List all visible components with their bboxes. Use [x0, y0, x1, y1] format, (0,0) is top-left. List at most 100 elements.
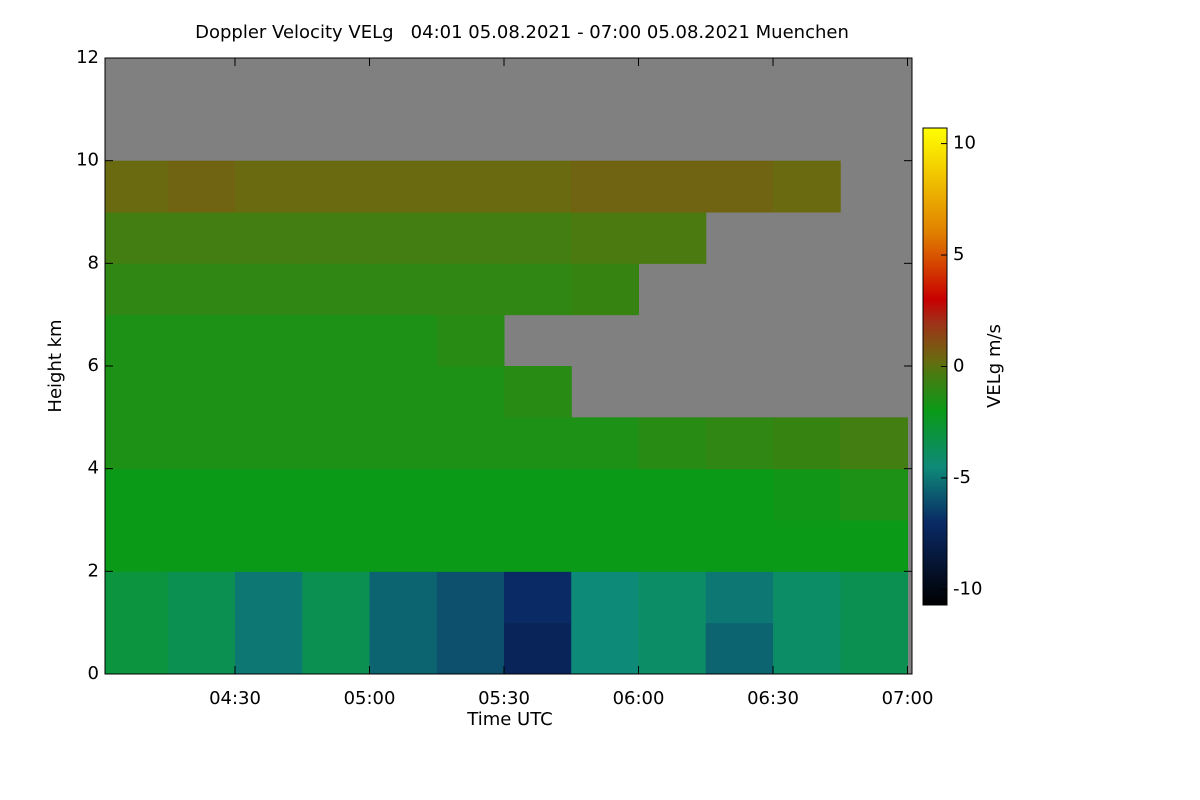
y-tick-label: 10	[76, 150, 99, 171]
heatmap-cell	[638, 622, 707, 674]
heatmap-cell	[369, 212, 438, 264]
heatmap-cell	[302, 212, 371, 264]
heatmap-cell	[840, 520, 909, 572]
y-tick-label: 8	[88, 252, 99, 273]
heatmap-cell	[302, 520, 371, 572]
heatmap-cell	[504, 417, 572, 470]
heatmap-cell	[167, 366, 236, 418]
y-tick-label: 12	[76, 47, 99, 68]
heatmap-cell	[302, 417, 371, 470]
heatmap-cell	[705, 417, 774, 470]
heatmap-cell	[105, 314, 169, 367]
heatmap	[105, 58, 912, 674]
heatmap-cell	[840, 417, 909, 470]
y-tick-label: 2	[88, 560, 99, 581]
heatmap-cell	[773, 622, 841, 674]
heatmap-cell	[436, 212, 505, 264]
heatmap-cell	[638, 520, 707, 572]
heatmap-cell	[705, 468, 774, 521]
heatmap-cell	[369, 160, 438, 213]
heatmap-cell	[504, 468, 572, 521]
x-tick-label: 05:30	[478, 688, 530, 709]
heatmap-cell	[504, 520, 572, 572]
heatmap-cell	[638, 571, 707, 624]
heatmap-cell	[302, 571, 371, 624]
heatmap-cell	[705, 520, 774, 572]
heatmap-cell	[235, 212, 303, 264]
heatmap-cell	[638, 160, 707, 213]
y-axis-label: Height km	[45, 319, 66, 412]
heatmap-cell	[235, 520, 303, 572]
heatmap-cell	[840, 622, 909, 674]
heatmap-cell	[840, 468, 909, 521]
heatmap-cell	[638, 468, 707, 521]
heatmap-cell	[167, 468, 236, 521]
heatmap-cell	[436, 263, 505, 316]
heatmap-cell	[369, 366, 438, 418]
heatmap-cell	[638, 417, 707, 470]
heatmap-cell	[235, 263, 303, 316]
heatmap-cell	[105, 160, 169, 213]
heatmap-cell	[436, 468, 505, 521]
heatmap-cell	[504, 212, 572, 264]
heatmap-cell	[773, 417, 841, 470]
heatmap-cell	[369, 417, 438, 470]
heatmap-cell	[504, 622, 572, 674]
heatmap-cell	[369, 263, 438, 316]
heatmap-cell	[369, 622, 438, 674]
heatmap-cell	[167, 314, 236, 367]
heatmap-cell	[105, 212, 169, 264]
heatmap-cell	[504, 263, 572, 316]
y-tick-label: 0	[88, 663, 99, 684]
heatmap-cell	[369, 571, 438, 624]
heatmap-cell	[436, 366, 505, 418]
heatmap-cell	[369, 520, 438, 572]
heatmap-cell	[302, 160, 371, 213]
heatmap-cell	[705, 571, 774, 624]
heatmap-cell	[571, 417, 640, 470]
heatmap-cell	[571, 520, 640, 572]
heatmap-cell	[302, 366, 371, 418]
heatmap-cell	[235, 314, 303, 367]
heatmap-cell	[235, 160, 303, 213]
colorbar-label: VELg m/s	[984, 324, 1005, 408]
y-tick-label: 4	[88, 458, 99, 479]
heatmap-cell	[167, 263, 236, 316]
heatmap-cell	[167, 417, 236, 470]
heatmap-cell	[638, 212, 707, 264]
heatmap-cell	[571, 212, 640, 264]
heatmap-cell	[167, 520, 236, 572]
heatmap-cell	[235, 417, 303, 470]
heatmap-cell	[571, 160, 640, 213]
heatmap-cell	[436, 314, 505, 367]
heatmap-cell	[302, 622, 371, 674]
heatmap-cell	[504, 571, 572, 624]
chart-title: Doppler Velocity VELg 04:01 05.08.2021 -…	[195, 22, 849, 43]
heatmap-cell	[235, 468, 303, 521]
x-tick-label: 06:30	[747, 688, 799, 709]
heatmap-cell	[504, 160, 572, 213]
heatmap-cell	[167, 212, 236, 264]
heatmap-cell	[302, 263, 371, 316]
heatmap-cell	[167, 571, 236, 624]
heatmap-cell	[436, 571, 505, 624]
heatmap-cell	[436, 520, 505, 572]
heatmap-cell	[105, 366, 169, 418]
x-tick-label: 04:30	[209, 688, 261, 709]
heatmap-cell	[302, 468, 371, 521]
heatmap-cell	[235, 622, 303, 674]
colorbar-tick-label: -5	[953, 467, 971, 488]
heatmap-cell	[571, 468, 640, 521]
heatmap-cell	[571, 571, 640, 624]
x-tick-label: 05:00	[344, 688, 396, 709]
heatmap-cell	[369, 314, 438, 367]
heatmap-cell	[504, 366, 572, 418]
heatmap-cell	[571, 622, 640, 674]
heatmap-cell	[436, 160, 505, 213]
y-tick-label: 6	[88, 355, 99, 376]
heatmap-cell	[105, 417, 169, 470]
heatmap-cell	[235, 571, 303, 624]
heatmap-cell	[167, 622, 236, 674]
heatmap-cell	[773, 468, 841, 521]
